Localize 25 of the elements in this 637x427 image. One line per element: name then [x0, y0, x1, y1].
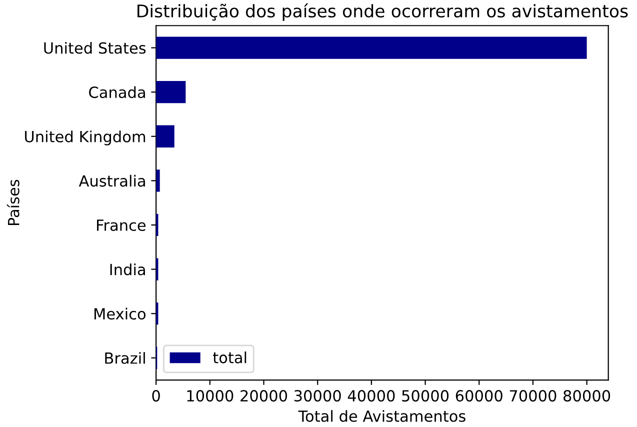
bar: [156, 170, 160, 192]
y-tick-label: United Kingdom: [25, 130, 146, 146]
bar: [156, 125, 174, 148]
x-tick-label: 60000: [456, 390, 502, 402]
x-tick-label: 80000: [564, 390, 610, 402]
x-tick-label: 30000: [294, 390, 341, 402]
x-tick-label: 40000: [348, 390, 395, 402]
x-tick-label: 0: [152, 390, 160, 402]
y-tick-label: Australia: [78, 174, 145, 187]
legend-label: total: [213, 351, 246, 364]
bar: [156, 80, 186, 104]
y-axis-title: Países: [6, 180, 20, 226]
y-tick-label: France: [97, 220, 146, 231]
y-tick-label: Mexico: [94, 308, 146, 320]
y-tick-label: Canada: [89, 86, 145, 98]
x-axis-title: Total de Avistamentos: [298, 410, 466, 422]
x-tick-label: 50000: [402, 390, 449, 402]
y-tick-label: United States: [44, 42, 146, 54]
chart-title: Distribuição dos países onde ocorreram os avistamentos: [138, 3, 628, 21]
y-tick-label: India: [110, 263, 145, 276]
y-tick-label: Brazil: [105, 352, 145, 364]
x-tick-label: 10000: [187, 390, 234, 402]
x-tick-label: 20000: [240, 390, 288, 402]
bar: [156, 36, 587, 59]
x-tick-label: 70000: [510, 390, 556, 402]
